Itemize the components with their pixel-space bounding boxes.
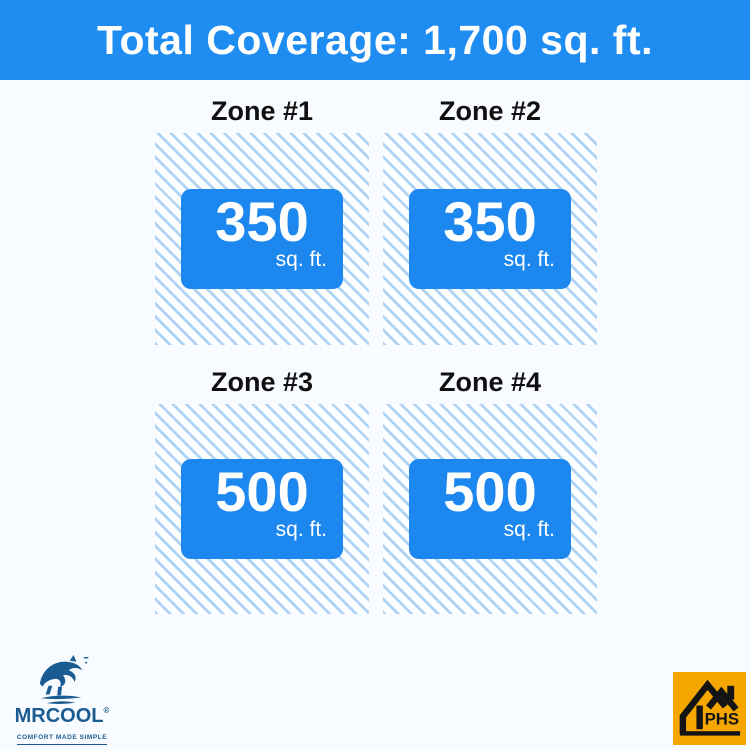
zone-4-hatched-area: 500 sq. ft. [383,404,597,614]
zone-1-block: Zone #1 350 sq. ft. [155,96,369,345]
zone-3-sqft-value: 500 [215,460,309,523]
mrcool-logo: MRCOOL® COMFORT MADE SIMPLE [14,654,110,745]
header-banner: Total Coverage: 1,700 sq. ft. [0,0,750,80]
zone-1-coverage-card: 350 sq. ft. [181,189,343,289]
phs-logo: PHS [673,672,746,745]
zone-3-title: Zone #3 [210,367,314,397]
zone-1-title: Zone #1 [210,96,314,126]
zone-4-title: Zone #4 [438,367,542,397]
zone-2-coverage-card: 350 sq. ft. [409,189,571,289]
phs-label: PHS [705,709,739,728]
polar-bear-mascot-icon [39,654,89,704]
zone-2-sqft-unit: sq. ft. [503,248,555,271]
zone-2-block: Zone #2 350 sq. ft. [383,96,597,345]
zone-1-sqft-value: 350 [215,190,309,253]
zone-4-sqft-value: 500 [443,460,537,523]
zone-2-title: Zone #2 [438,96,542,126]
zone-3-block: Zone #3 500 sq. ft. [155,367,369,614]
zone-4-sqft-unit: sq. ft. [503,518,555,541]
zone-4-block: Zone #4 500 sq. ft. [383,367,597,614]
zone-3-hatched-area: 500 sq. ft. [155,404,369,614]
zone-3-sqft-unit: sq. ft. [275,518,327,541]
mrcool-wordmark: MRCOOL® [14,705,110,727]
zone-2-sqft-value: 350 [443,190,537,253]
zone-2-hatched-area: 350 sq. ft. [383,133,597,345]
zone-4-coverage-card: 500 sq. ft. [409,459,571,559]
zone-3-coverage-card: 500 sq. ft. [181,459,343,559]
zone-1-sqft-unit: sq. ft. [275,248,327,271]
page-title: Total Coverage: 1,700 sq. ft. [96,17,653,63]
mrcool-tagline: COMFORT MADE SIMPLE [16,734,108,745]
registered-mark: ® [103,706,110,715]
zone-1-hatched-area: 350 sq. ft. [155,133,369,345]
double-roofline-house-icon [679,679,741,736]
